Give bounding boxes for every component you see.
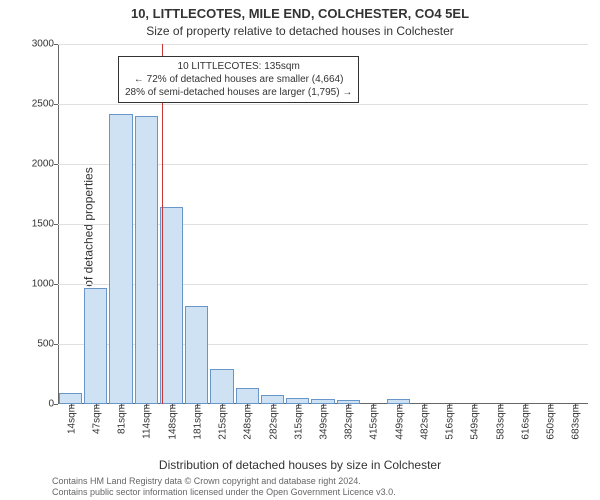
x-tick-label: 148sqm xyxy=(165,404,178,440)
histogram-bar xyxy=(185,306,208,404)
x-tick-label: 449sqm xyxy=(392,404,405,440)
x-tick-label: 415sqm xyxy=(367,404,380,440)
x-tick-label: 248sqm xyxy=(241,404,254,440)
x-tick-label: 215sqm xyxy=(216,404,229,440)
grid-line xyxy=(58,104,588,105)
x-tick-label: 382sqm xyxy=(342,404,355,440)
x-tick-label: 315sqm xyxy=(291,404,304,440)
x-tick-label: 14sqm xyxy=(64,404,77,434)
chart-title: 10, LITTLECOTES, MILE END, COLCHESTER, C… xyxy=(0,6,600,21)
x-tick-label: 650sqm xyxy=(544,404,557,440)
x-tick-label: 81sqm xyxy=(115,404,128,434)
histogram-bar xyxy=(160,207,183,404)
y-tick-label: 0 xyxy=(48,399,58,410)
annotation-line: 10 LITTLECOTES: 135sqm xyxy=(125,60,352,73)
annotation-line: ← 72% of detached houses are smaller (4,… xyxy=(125,73,352,86)
credit-line: Contains public sector information licen… xyxy=(52,487,594,498)
x-tick-label: 549sqm xyxy=(468,404,481,440)
x-tick-label: 349sqm xyxy=(317,404,330,440)
x-tick-label: 516sqm xyxy=(443,404,456,440)
x-axis-label: Distribution of detached houses by size … xyxy=(0,458,600,472)
x-tick-label: 616sqm xyxy=(518,404,531,440)
x-tick-label: 583sqm xyxy=(493,404,506,440)
y-tick-label: 1500 xyxy=(32,219,58,230)
x-tick-label: 482sqm xyxy=(417,404,430,440)
y-tick-label: 2000 xyxy=(32,159,58,170)
grid-line xyxy=(58,44,588,45)
y-tick-label: 2500 xyxy=(32,99,58,110)
histogram-bar xyxy=(109,114,132,404)
plot-area: 05001000150020002500300014sqm47sqm81sqm1… xyxy=(58,44,588,404)
annotation-line: 28% of semi-detached houses are larger (… xyxy=(125,86,352,99)
y-tick-label: 1000 xyxy=(32,279,58,290)
credit-text: Contains HM Land Registry data © Crown c… xyxy=(52,476,594,498)
x-tick-label: 181sqm xyxy=(190,404,203,440)
annotation-box: 10 LITTLECOTES: 135sqm← 72% of detached … xyxy=(118,56,359,103)
histogram-chart: 10, LITTLECOTES, MILE END, COLCHESTER, C… xyxy=(0,0,600,500)
y-tick-label: 3000 xyxy=(32,39,58,50)
histogram-bar xyxy=(210,369,233,404)
chart-subtitle: Size of property relative to detached ho… xyxy=(0,24,600,38)
x-tick-label: 282sqm xyxy=(266,404,279,440)
x-tick-label: 683sqm xyxy=(569,404,582,440)
histogram-bar xyxy=(135,116,158,404)
histogram-bar xyxy=(84,288,107,404)
x-tick-label: 114sqm xyxy=(140,404,153,439)
x-tick-label: 47sqm xyxy=(89,404,102,434)
histogram-bar xyxy=(59,393,82,404)
histogram-bar xyxy=(236,388,259,404)
y-tick-label: 500 xyxy=(37,339,58,350)
histogram-bar xyxy=(261,395,284,404)
credit-line: Contains HM Land Registry data © Crown c… xyxy=(52,476,594,487)
